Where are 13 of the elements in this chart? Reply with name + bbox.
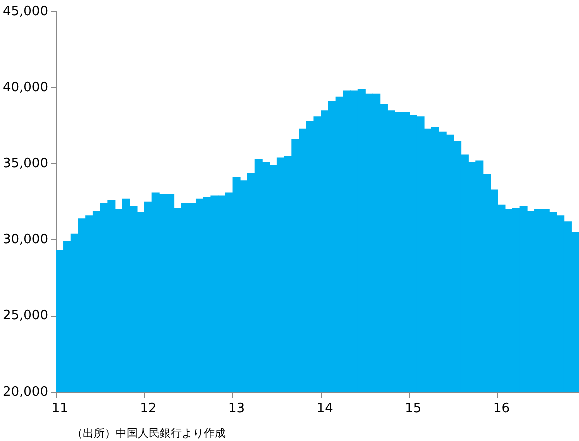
y-tick-label: 30,000 bbox=[2, 232, 48, 248]
x-tick-label: 13 bbox=[228, 402, 246, 417]
x-tick-label: 11 bbox=[52, 402, 68, 417]
x-tick-label: 12 bbox=[140, 402, 157, 417]
y-tick-label: 35,000 bbox=[2, 156, 48, 172]
y-tick-label: 40,000 bbox=[2, 80, 48, 96]
y-tick-label: 25,000 bbox=[2, 308, 48, 324]
x-tick-label: 15 bbox=[405, 402, 422, 417]
y-tick-label: 45,000 bbox=[2, 4, 48, 20]
text: （出所）中国人民銀行より作成 bbox=[72, 426, 226, 441]
x-tick-label: 16 bbox=[493, 402, 510, 417]
y-tick-label: 20,000 bbox=[2, 384, 48, 400]
x-tick-label: 14 bbox=[316, 402, 334, 417]
